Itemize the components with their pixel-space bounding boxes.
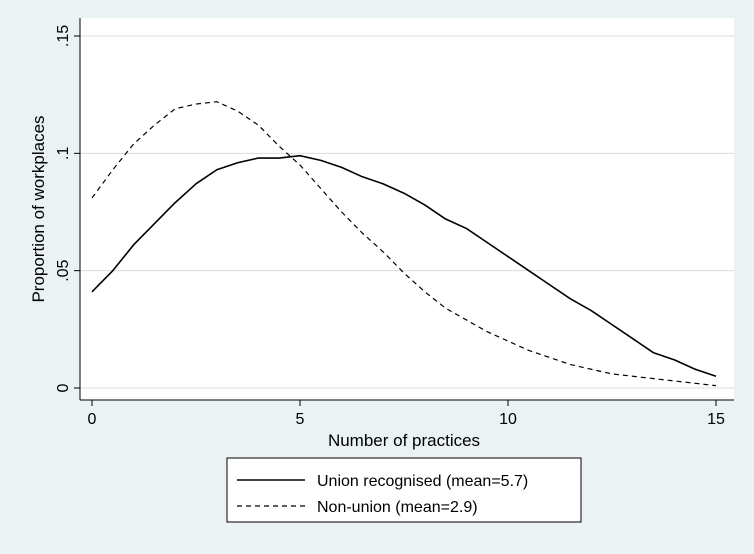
gridlines <box>80 35 734 389</box>
y-tick-label-3: .15 <box>55 25 72 47</box>
axes: 0 .05 .1 .15 0 5 10 15 <box>55 18 734 428</box>
legend-label-union: Union recognised (mean=5.7) <box>317 473 528 490</box>
y-tick-label-1: .05 <box>55 259 72 281</box>
legend: Union recognised (mean=5.7) Non-union (m… <box>226 457 582 523</box>
x-tick-label-1: 5 <box>296 411 305 428</box>
legend-box <box>226 457 582 523</box>
y-tick-label-2: .1 <box>55 147 72 160</box>
series-line-non-union <box>91 101 717 387</box>
x-tick-label-2: 10 <box>499 411 517 428</box>
x-tick-label-0: 0 <box>88 411 97 428</box>
series-layer <box>91 101 717 387</box>
y-tick-label-0: 0 <box>55 383 72 392</box>
x-tick-label-3: 15 <box>707 411 725 428</box>
x-axis-label: Number of practices <box>328 431 480 450</box>
legend-label-non-union: Non-union (mean=2.9) <box>317 499 478 516</box>
series-line-union <box>91 154 717 378</box>
y-axis-label: Proportion of workplaces <box>29 115 48 302</box>
plot-area <box>80 18 734 400</box>
